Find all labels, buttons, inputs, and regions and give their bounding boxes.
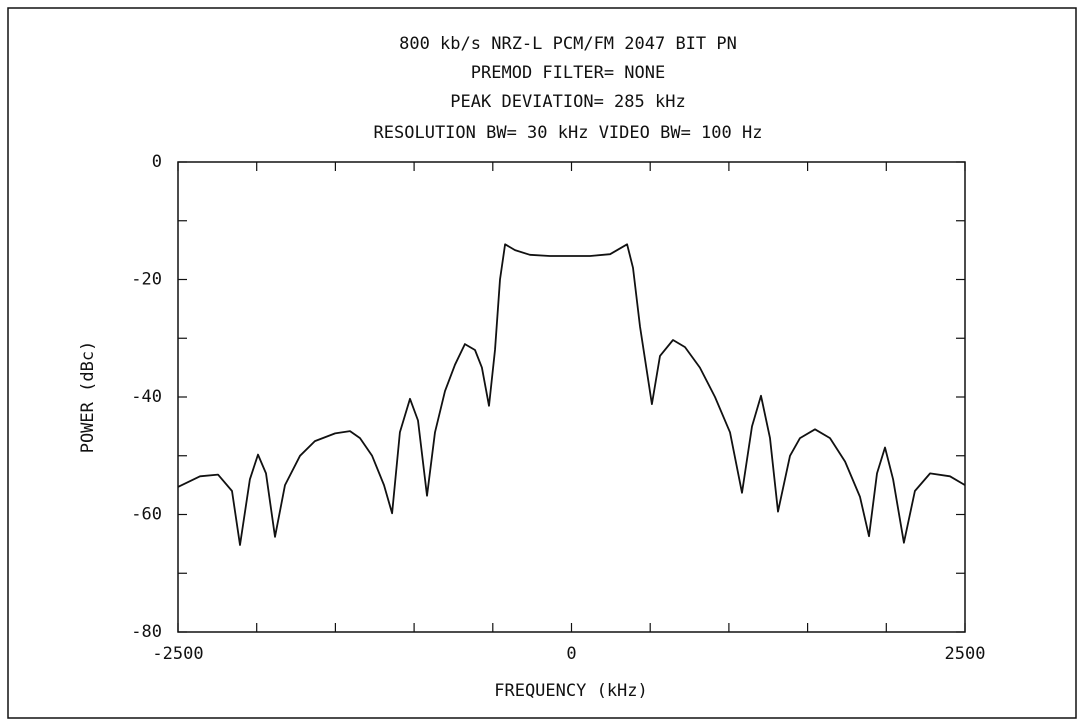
x-tick-label: 0 [566,644,576,664]
title-line: PREMOD FILTER= NONE [471,63,665,83]
title-line: 800 kb/s NRZ-L PCM/FM 2047 BIT PN [399,34,737,54]
frame [7,7,1077,719]
plot-frame [177,161,966,633]
y-tick-label: -80 [131,622,162,642]
title-line: PEAK DEVIATION= 285 kHz [450,92,685,112]
title-line: RESOLUTION BW= 30 kHz VIDEO BW= 100 Hz [374,123,763,143]
x-tick-label: 2500 [945,644,986,664]
y-tick-label: -20 [131,270,162,290]
y-tick-label: -60 [131,505,162,525]
y-tick-label: 0 [152,152,162,172]
spectrum-line [177,243,966,546]
y-axis-label: POWER (dBc) [78,341,98,454]
x-tick-label: -2500 [152,644,203,664]
x-axis-label: FREQUENCY (kHz) [494,681,648,701]
y-tick-label: -40 [131,387,162,407]
